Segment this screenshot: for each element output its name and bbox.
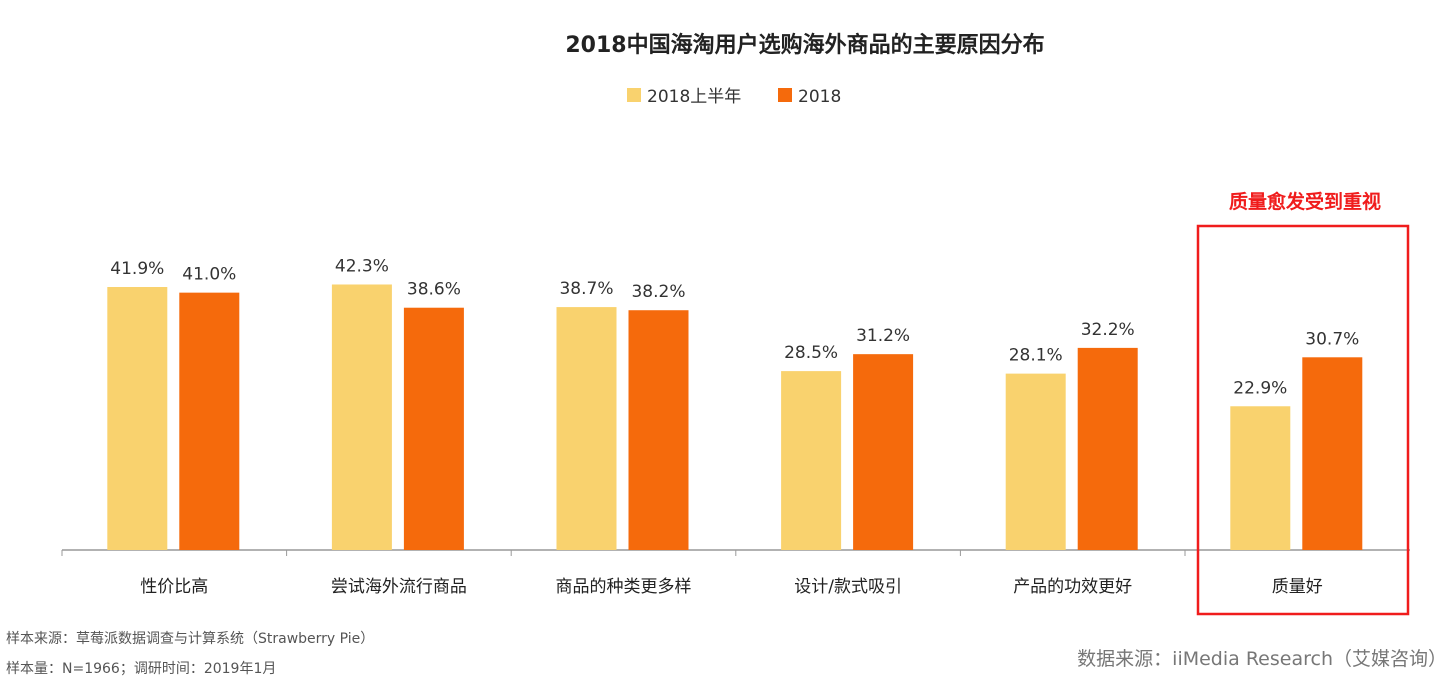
bar-1-4 (1077, 347, 1138, 550)
data-label-0-1: 42.3% (335, 256, 389, 276)
data-label-0-0: 41.9% (110, 259, 164, 279)
category-label-0: 性价比高 (140, 577, 208, 597)
bar-0-2 (556, 307, 617, 550)
legend-label-0: 2018上半年 (647, 87, 741, 107)
chart-title: 2018中国海淘用户选购海外商品的主要原因分布 (565, 32, 1044, 58)
sample-source-note: 样本来源：草莓派数据调查与计算系统（Strawberry Pie） (6, 631, 374, 647)
legend-label-1: 2018 (798, 87, 841, 107)
data-label-1-2: 38.2% (631, 282, 685, 302)
legend-swatch-0 (627, 88, 641, 102)
annotation-box (1196, 224, 1410, 616)
bar-0-3 (781, 371, 842, 550)
data-label-0-2: 38.7% (559, 279, 613, 299)
data-label-0-4: 28.1% (1009, 346, 1063, 366)
bar-1-2 (628, 310, 689, 550)
data-source: 数据来源：iiMedia Research（艾媒咨询） (1077, 648, 1447, 670)
bar-0-0 (107, 287, 168, 550)
annotation-text: 质量愈发受到重视 (1229, 190, 1381, 213)
bar-1-3 (853, 354, 914, 550)
bar-1-0 (179, 292, 240, 550)
legend: 2018上半年 2018 (627, 87, 841, 107)
category-label-2: 商品的种类更多样 (556, 577, 692, 597)
category-label-4: 产品的功效更好 (1013, 577, 1132, 597)
bar-1-5 (1302, 357, 1363, 550)
data-label-1-4: 32.2% (1081, 320, 1135, 340)
data-label-1-1: 38.6% (407, 280, 461, 300)
bar-1-1 (403, 307, 464, 550)
category-label-3: 设计/款式吸引 (794, 577, 902, 597)
data-label-1-3: 31.2% (856, 326, 910, 346)
category-label-5: 质量好 (1272, 577, 1323, 597)
data-label-1-5: 30.7% (1305, 329, 1359, 349)
bar-0-1 (331, 284, 392, 550)
legend-swatch-1 (778, 88, 792, 102)
data-label-1-0: 41.0% (182, 265, 236, 285)
data-label-0-5: 22.9% (1233, 378, 1287, 398)
category-label-1: 尝试海外流行商品 (331, 577, 467, 597)
bar-0-5 (1230, 406, 1291, 550)
bar-0-4 (1005, 373, 1066, 550)
sample-size-note: 样本量：N=1966；调研时间：2019年1月 (6, 661, 276, 677)
data-label-0-3: 28.5% (784, 343, 838, 363)
